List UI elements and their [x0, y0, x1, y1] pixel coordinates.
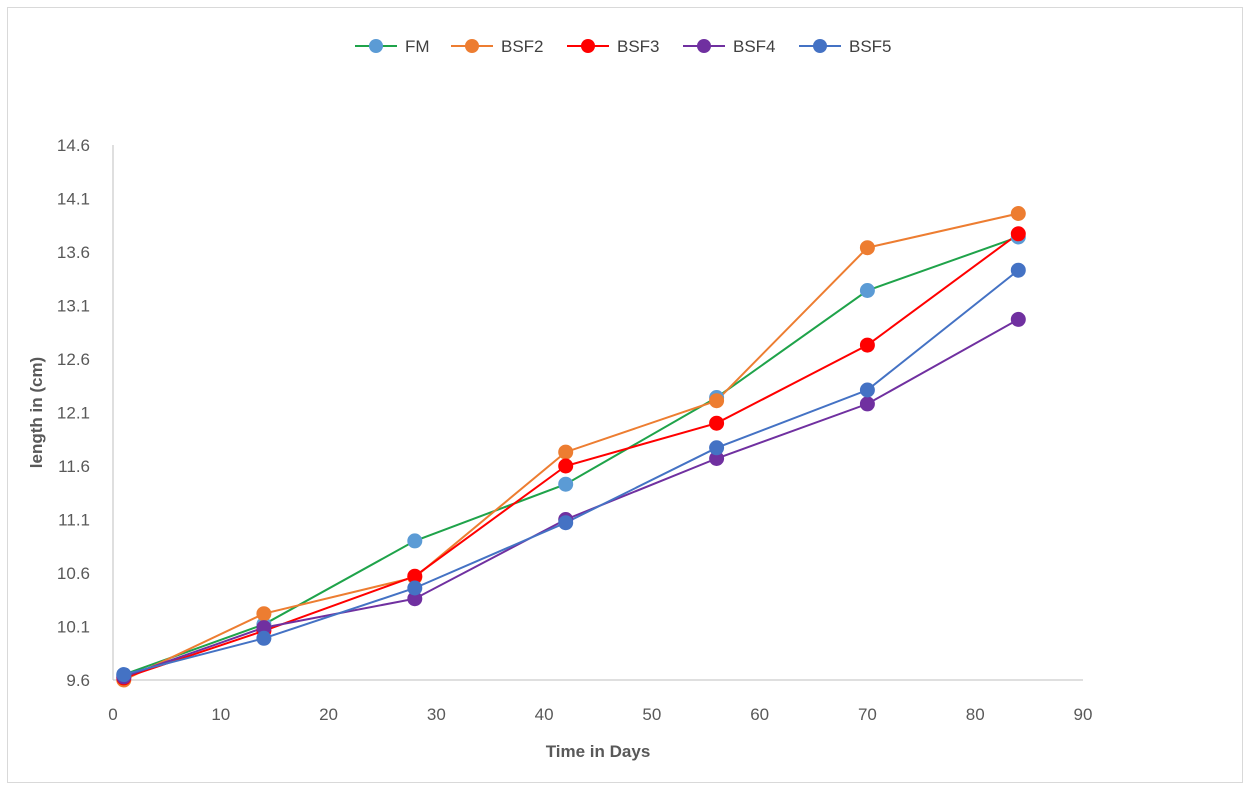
data-point-bsf4 [1010, 311, 1026, 327]
axes [112, 145, 1083, 681]
data-point-bsf2 [859, 240, 875, 256]
legend-label-bsf3: BSF3 [617, 37, 660, 56]
legend-marker-bsf3 [581, 39, 595, 53]
data-point-bsf5 [407, 580, 423, 596]
data-point-bsf2 [709, 393, 725, 409]
legend-label-bsf2: BSF2 [501, 37, 544, 56]
data-point-bsf2 [558, 444, 574, 460]
legend-label-fm: FM [405, 37, 430, 56]
y-tick-label: 11.6 [58, 457, 90, 476]
data-point-bsf4 [859, 396, 875, 412]
y-tick-label: 12.6 [57, 350, 90, 369]
legend: FM BSF2 BSF3 BSF4 BSF5 [355, 37, 892, 56]
data-point-bsf3 [1010, 226, 1026, 242]
x-tick-labels: 0 10 20 30 40 50 60 70 80 90 [108, 705, 1092, 724]
x-tick-label: 10 [211, 705, 230, 724]
data-point-fm [859, 283, 875, 298]
legend-label-bsf5: BSF5 [849, 37, 892, 56]
y-tick-label: 13.1 [57, 297, 90, 316]
legend-marker-bsf5 [813, 39, 827, 53]
x-tick-label: 0 [108, 705, 117, 724]
y-tick-label: 10.6 [57, 564, 90, 583]
y-tick-label: 10.1 [57, 618, 90, 637]
data-point-bsf3 [859, 337, 875, 353]
x-tick-label: 20 [319, 705, 338, 724]
x-tick-label: 50 [642, 705, 661, 724]
y-tick-labels: 9.6 10.1 10.6 11.1 11.6 12.1 12.6 13.1 13.6 14.1 1… [57, 136, 90, 690]
data-point-bsf5 [1010, 262, 1026, 278]
data-point-bsf2 [1010, 206, 1026, 221]
data-point-bsf5 [859, 382, 875, 398]
y-tick-label: 12.1 [57, 404, 90, 423]
data-point-fm [558, 476, 574, 492]
chart-frame [7, 7, 1243, 783]
x-tick-label: 60 [750, 705, 769, 724]
data-point-bsf5 [256, 630, 272, 646]
y-axis-title: length in (cm) [27, 357, 46, 468]
y-tick-label: 14.1 [57, 190, 90, 209]
x-tick-label: 30 [427, 705, 446, 724]
data-point-bsf5 [709, 440, 725, 456]
x-tick-label: 90 [1074, 705, 1093, 724]
x-tick-label: 70 [858, 705, 877, 724]
legend-marker-fm [369, 39, 383, 53]
series-group [116, 206, 1026, 688]
legend-marker-bsf2 [465, 39, 479, 53]
data-point-bsf5 [116, 667, 132, 683]
y-tick-label: 9.6 [66, 671, 90, 690]
data-point-fm [407, 533, 423, 549]
y-tick-label: 11.1 [58, 511, 90, 530]
y-tick-label: 14.6 [57, 136, 90, 155]
x-tick-label: 80 [966, 705, 985, 724]
y-tick-label: 13.6 [57, 243, 90, 262]
x-axis-title: Time in Days [546, 742, 651, 761]
data-point-bsf3 [709, 415, 725, 431]
legend-marker-bsf4 [697, 39, 711, 53]
legend-label-bsf4: BSF4 [733, 37, 776, 56]
data-point-bsf2 [256, 606, 272, 622]
data-point-bsf5 [558, 515, 574, 531]
data-point-bsf3 [558, 458, 574, 474]
x-tick-label: 40 [535, 705, 554, 724]
